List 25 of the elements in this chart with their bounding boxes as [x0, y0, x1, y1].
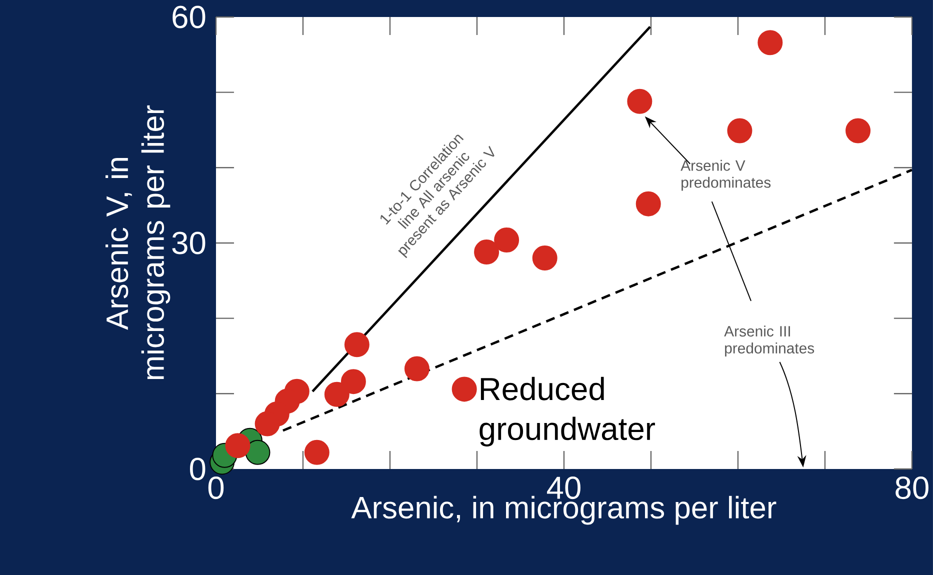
point	[404, 356, 430, 382]
point	[846, 118, 871, 144]
y-axis-title: Arsenic V, in micrograms per liter	[106, 105, 170, 380]
point	[474, 240, 500, 265]
point	[245, 440, 270, 465]
point	[636, 191, 661, 216]
annotation: Arsenic V predominates	[680, 160, 771, 191]
point	[727, 118, 752, 144]
y-tick-label: 60	[172, 6, 206, 28]
point	[344, 332, 370, 358]
point	[340, 369, 366, 394]
point	[324, 382, 350, 407]
point	[494, 227, 520, 252]
point	[254, 411, 280, 436]
point	[532, 246, 558, 271]
y-tick-label: 30	[172, 232, 206, 254]
point	[304, 440, 330, 465]
point	[225, 433, 250, 458]
point	[758, 30, 783, 56]
legend-label: Reduced groundwater	[480, 376, 655, 446]
x-tick-label: 80	[896, 476, 928, 500]
point	[627, 88, 652, 114]
x-tick-label: 0	[208, 476, 224, 500]
annotation: Arsenic III predominates	[724, 326, 814, 356]
y-tick-label: 0	[190, 458, 206, 480]
